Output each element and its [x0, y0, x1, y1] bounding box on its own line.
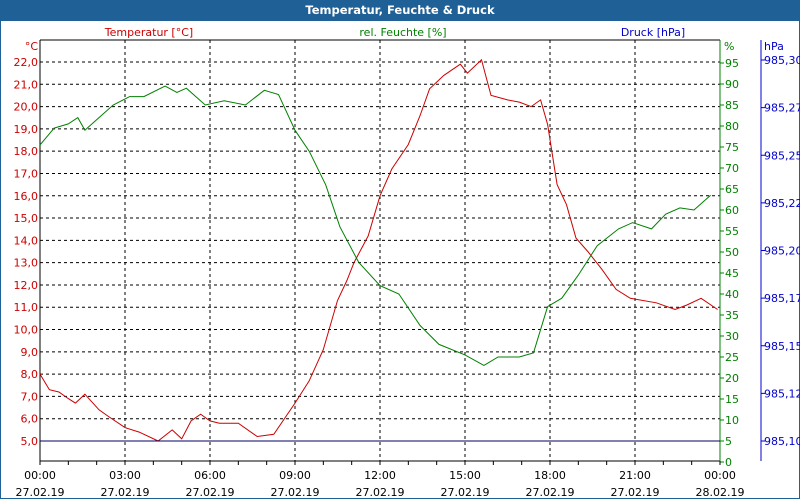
humidity-tick-label: 55 [725, 225, 739, 238]
x-tick-time: 15:00 [449, 469, 481, 482]
humidity-tick-label: 60 [725, 204, 739, 217]
pressure-tick-label: 985,12 [764, 387, 800, 400]
pressure-legend: Druck [hPa] [621, 26, 685, 39]
pressure-tick-label: 985,27 [764, 102, 800, 115]
x-tick-date: 27.02.19 [271, 486, 320, 499]
humidity-tick-label: 85 [725, 99, 739, 112]
pressure-unit: hPa [764, 40, 784, 53]
temperature-tick-label: 20,0 [14, 101, 39, 114]
x-tick-date: 28.02.19 [696, 486, 745, 499]
humidity-tick-label: 35 [725, 309, 739, 322]
humidity-tick-label: 45 [725, 267, 739, 280]
humidity-tick-label: 75 [725, 141, 739, 154]
window-title: Temperatur, Feuchte & Druck [0, 0, 800, 21]
pressure-tick-label: 985,10 [764, 435, 800, 448]
humidity-tick-label: 40 [725, 288, 739, 301]
x-tick-date: 27.02.19 [526, 486, 575, 499]
temperature-tick-label: 5,0 [21, 435, 39, 448]
humidity-tick-label: 0 [725, 456, 732, 469]
humidity-tick-label: 15 [725, 393, 739, 406]
temperature-tick-label: 8,0 [21, 368, 39, 381]
temperature-tick-label: 10,0 [14, 324, 39, 337]
humidity-tick-label: 5 [725, 435, 732, 448]
temperature-tick-label: 22,0 [14, 56, 39, 69]
temperature-series-line [39, 58, 718, 442]
pressure-tick-label: 985,22 [764, 197, 800, 210]
humidity-tick-label: 50 [725, 246, 739, 259]
x-tick-time: 03:00 [109, 469, 141, 482]
temperature-tick-label: 18,0 [14, 145, 39, 158]
humidity-tick-label: 80 [725, 120, 739, 133]
temperature-tick-label: 12,0 [14, 279, 39, 292]
temperature-tick-label: 13,0 [14, 257, 39, 270]
pressure-tick-label: 985,17 [764, 292, 800, 305]
pressure-tick-label: 985,25 [764, 149, 800, 162]
humidity-tick-label: 70 [725, 162, 739, 175]
humidity-series-line [39, 85, 711, 366]
x-tick-date: 27.02.19 [356, 486, 405, 499]
temperature-tick-label: 7,0 [21, 390, 39, 403]
pressure-tick-label: 985,15 [764, 340, 800, 353]
temperature-tick-label: 17,0 [14, 167, 39, 180]
x-tick-time: 00:00 [24, 469, 56, 482]
x-tick-date: 27.02.19 [186, 486, 235, 499]
x-tick-date: 27.02.19 [441, 486, 490, 499]
humidity-legend: rel. Feuchte [%] [359, 26, 446, 39]
humidity-tick-label: 20 [725, 372, 739, 385]
humidity-tick-label: 65 [725, 183, 739, 196]
temperature-tick-label: 9,0 [21, 346, 39, 359]
humidity-tick-label: 10 [725, 414, 739, 427]
humidity-tick-label: 30 [725, 330, 739, 343]
humidity-tick-label: 95 [725, 57, 739, 70]
x-tick-time: 06:00 [194, 469, 226, 482]
temperature-legend: Temperatur [°C] [104, 26, 193, 39]
pressure-tick-label: 985,30 [764, 54, 800, 67]
x-tick-time: 18:00 [534, 469, 566, 482]
temperature-tick-label: 19,0 [14, 123, 39, 136]
x-tick-date: 27.02.19 [101, 486, 150, 499]
pressure-tick-label: 985,20 [764, 245, 800, 258]
temperature-tick-label: 21,0 [14, 78, 39, 91]
humidity-tick-label: 90 [725, 78, 739, 91]
temperature-tick-label: 11,0 [14, 301, 39, 314]
humidity-tick-label: 25 [725, 351, 739, 364]
x-tick-time: 00:00 [704, 469, 736, 482]
x-tick-date: 27.02.19 [611, 486, 660, 499]
x-tick-date: 27.02.19 [16, 486, 65, 499]
x-tick-time: 09:00 [279, 469, 311, 482]
humidity-unit: % [724, 40, 734, 53]
x-tick-time: 21:00 [619, 469, 651, 482]
temperature-unit: °C [25, 40, 39, 53]
temperature-tick-label: 15,0 [14, 212, 39, 225]
temperature-tick-label: 14,0 [14, 234, 39, 247]
temperature-tick-label: 16,0 [14, 190, 39, 203]
x-tick-time: 12:00 [364, 469, 396, 482]
temperature-tick-label: 6,0 [21, 413, 39, 426]
